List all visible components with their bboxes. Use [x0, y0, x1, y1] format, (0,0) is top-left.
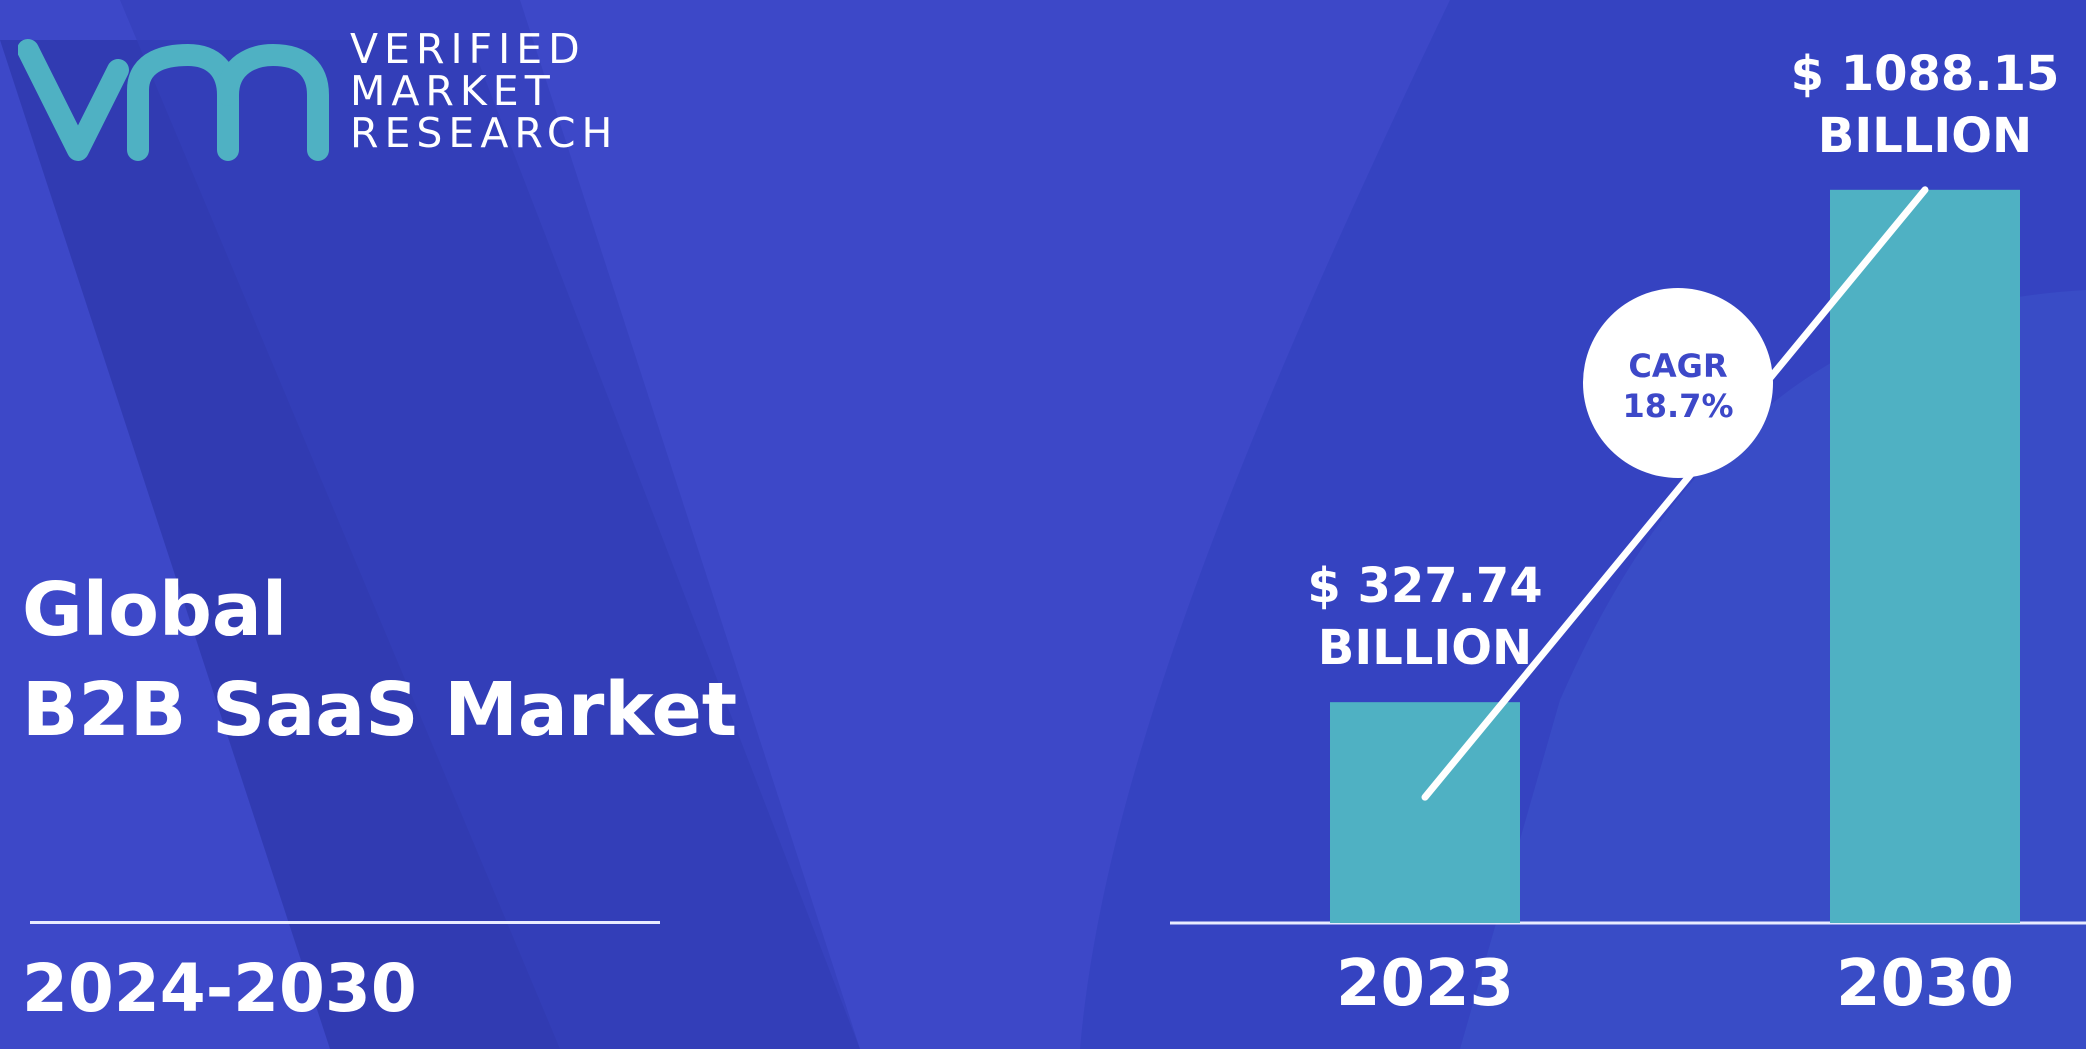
value-label-2030-line-1: $ 1088.15	[1791, 46, 2060, 102]
title-divider	[30, 921, 660, 924]
logo-line-research: RESEARCH	[350, 109, 619, 157]
forecast-period: 2024-2030	[22, 950, 417, 1027]
report-title: Global B2B SaaS Market	[22, 560, 737, 760]
cagr-value: 18.7%	[1622, 387, 1733, 425]
x-tick-label-2030: 2030	[1836, 947, 2014, 1021]
cagr-badge	[1583, 288, 1773, 478]
bar-2023	[1330, 702, 1520, 923]
cagr-label: CAGR	[1628, 347, 1727, 385]
logo-line-verified: VERIFIED	[350, 25, 586, 73]
value-label-2030-line-2: BILLION	[1818, 108, 2032, 164]
growth-trend-line	[1421, 186, 1929, 801]
title-line-1: Global	[22, 567, 288, 653]
value-label-2023-line-1: $ 327.74	[1307, 558, 1542, 614]
value-label-2023-line-2: BILLION	[1318, 620, 1532, 676]
bar-2030	[1830, 189, 2020, 923]
title-line-2: B2B SaaS Market	[22, 667, 738, 753]
logo-text: VERIFIED MARKET RESEARCH	[350, 28, 618, 154]
logo-mark	[18, 39, 329, 161]
logo-line-market: MARKET	[350, 67, 556, 115]
x-tick-label-2023: 2023	[1336, 947, 1514, 1021]
